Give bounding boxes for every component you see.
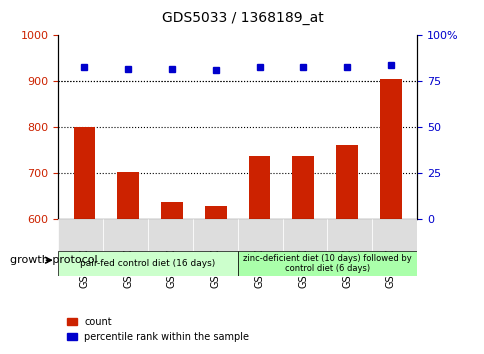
Bar	[379, 79, 401, 219]
Bar	[74, 127, 95, 219]
Legend: count, percentile rank within the sample: count, percentile rank within the sample	[63, 313, 253, 346]
FancyBboxPatch shape	[237, 219, 282, 251]
Bar	[248, 156, 270, 219]
FancyBboxPatch shape	[237, 251, 416, 276]
FancyBboxPatch shape	[192, 219, 237, 251]
Text: growth protocol: growth protocol	[10, 255, 97, 265]
Bar	[335, 145, 357, 219]
FancyBboxPatch shape	[148, 219, 192, 251]
Text: pair-fed control diet (16 days): pair-fed control diet (16 days)	[80, 259, 215, 268]
Bar	[161, 202, 182, 219]
Bar	[292, 156, 314, 219]
Text: zinc-deficient diet (10 days) followed by
control diet (6 days): zinc-deficient diet (10 days) followed b…	[242, 254, 411, 273]
Bar	[117, 172, 139, 219]
FancyBboxPatch shape	[58, 251, 237, 276]
Text: GDS5033 / 1368189_at: GDS5033 / 1368189_at	[161, 11, 323, 25]
FancyBboxPatch shape	[282, 219, 327, 251]
FancyBboxPatch shape	[327, 219, 372, 251]
FancyBboxPatch shape	[103, 219, 148, 251]
FancyBboxPatch shape	[58, 219, 103, 251]
FancyBboxPatch shape	[372, 219, 416, 251]
Bar	[204, 206, 226, 219]
